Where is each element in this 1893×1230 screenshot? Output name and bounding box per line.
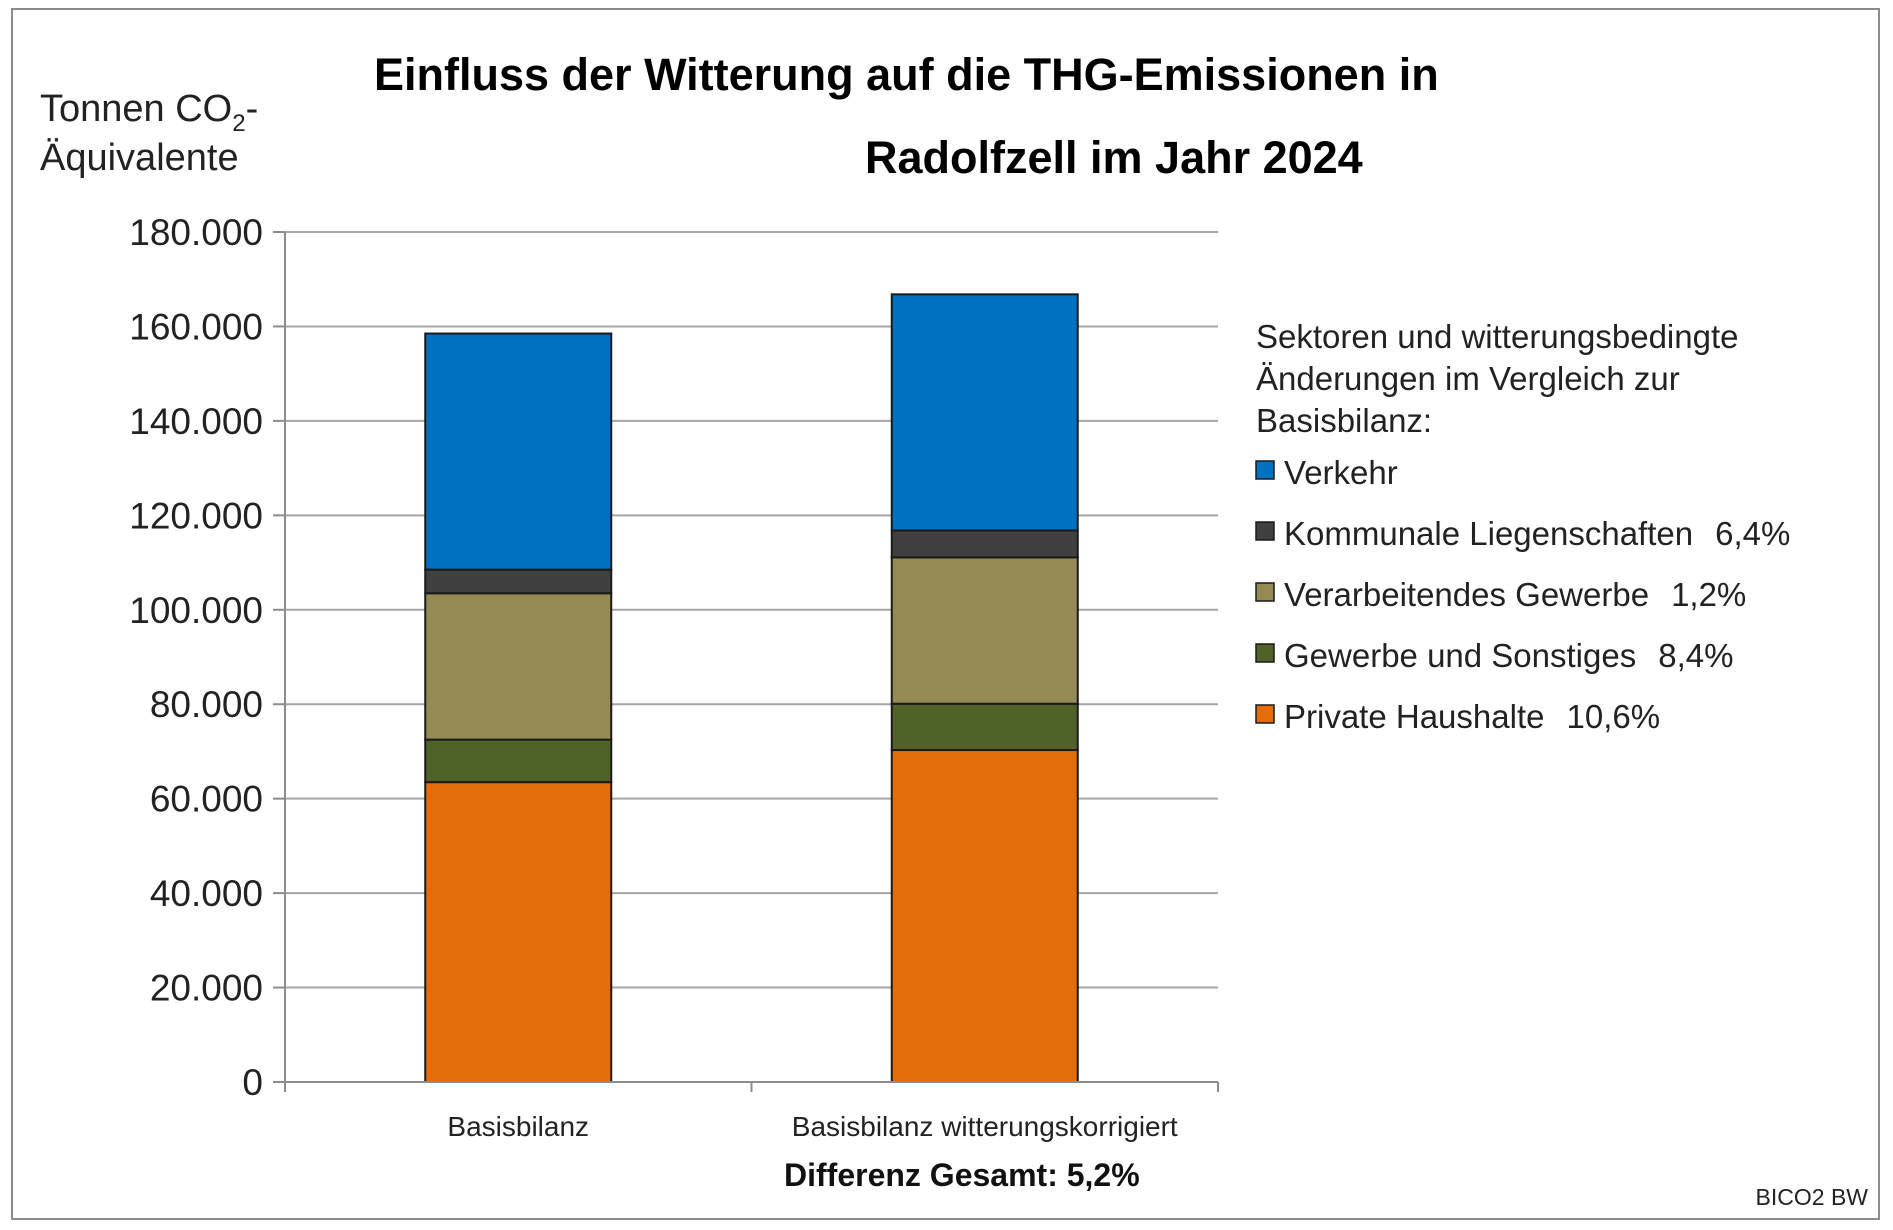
legend-item-label: Kommunale Liegenschaften (1284, 515, 1693, 552)
bar-segment (890, 529, 1079, 559)
legend: Sektoren und witterungsbedingte Änderunge… (1255, 318, 1790, 735)
bar-segment (424, 332, 613, 571)
y-axis-label-co: Tonnen CO (40, 88, 232, 130)
bar-segment (424, 592, 613, 741)
legend-swatch (1255, 704, 1275, 724)
bar-segment (424, 568, 613, 595)
bar-segment (424, 738, 613, 784)
category-label: Basisbilanz (447, 1111, 589, 1142)
bar-segment (890, 556, 1079, 705)
y-tick-label: 140.000 (129, 401, 263, 442)
y-axis-label-suffix: - (246, 88, 259, 130)
bar-segment (890, 293, 1079, 532)
category-labels: Basisbilanz Basisbilanz witterungskorrigi… (447, 1111, 1178, 1142)
bars (424, 293, 1079, 1084)
bar-segment (424, 781, 613, 1084)
y-tick-label: 100.000 (129, 590, 263, 631)
y-tick-label: 120.000 (129, 495, 263, 536)
source-label: BICO2 BW (1756, 1184, 1869, 1210)
y-tick-label: 60.000 (150, 779, 263, 820)
chart-title-line2: Radolfzell im Jahr 2024 (865, 132, 1363, 183)
y-tick-label: 20.000 (150, 968, 263, 1009)
y-axis-label-sub: 2 (232, 110, 245, 137)
legend-item-label: Verarbeitendes Gewerbe (1284, 576, 1649, 613)
chart-title-line1: Einfluss der Witterung auf die THG-Emiss… (374, 49, 1439, 100)
difference-annotation: Differenz Gesamt: 5,2% (784, 1157, 1140, 1193)
legend-title-line: Änderungen im Vergleich zur (1256, 360, 1680, 397)
legend-item-label: Gewerbe und Sonstiges (1284, 637, 1636, 674)
legend-item-change: 10,6% (1566, 698, 1660, 735)
bar-segment (890, 702, 1079, 752)
legend-swatch (1255, 460, 1275, 480)
legend-title-line: Basisbilanz: (1256, 402, 1432, 439)
axes (284, 232, 1219, 1092)
legend-title-line: Sektoren und witterungsbedingte (1256, 318, 1739, 355)
y-axis-ticks: 0 20.000 40.000 60.000 80.000 100.000 120.000 1… (129, 212, 285, 1103)
y-tick-label: 180.000 (129, 212, 263, 253)
y-tick-label: 160.000 (129, 306, 263, 347)
legend-item-change: 1,2% (1671, 576, 1746, 613)
legend-swatch (1255, 643, 1275, 663)
y-tick-label: 40.000 (150, 873, 263, 914)
legend-item-change: 8,4% (1658, 637, 1733, 674)
legend-item-label: Verkehr (1284, 454, 1398, 491)
category-label: Basisbilanz witterungskorrigiert (792, 1111, 1178, 1142)
y-tick-label: 0 (242, 1062, 263, 1103)
legend-swatch (1255, 582, 1275, 602)
legend-swatch (1255, 521, 1275, 541)
bar-segment (890, 749, 1079, 1083)
y-axis-label-line1: Tonnen CO2- (40, 88, 258, 137)
y-tick-label: 80.000 (150, 684, 263, 725)
legend-item-change: 6,4% (1715, 515, 1790, 552)
legend-item-label: Private Haushalte (1284, 698, 1544, 735)
chart-frame (11, 8, 1880, 1220)
y-axis-label-line2: Äquivalente (40, 137, 239, 179)
